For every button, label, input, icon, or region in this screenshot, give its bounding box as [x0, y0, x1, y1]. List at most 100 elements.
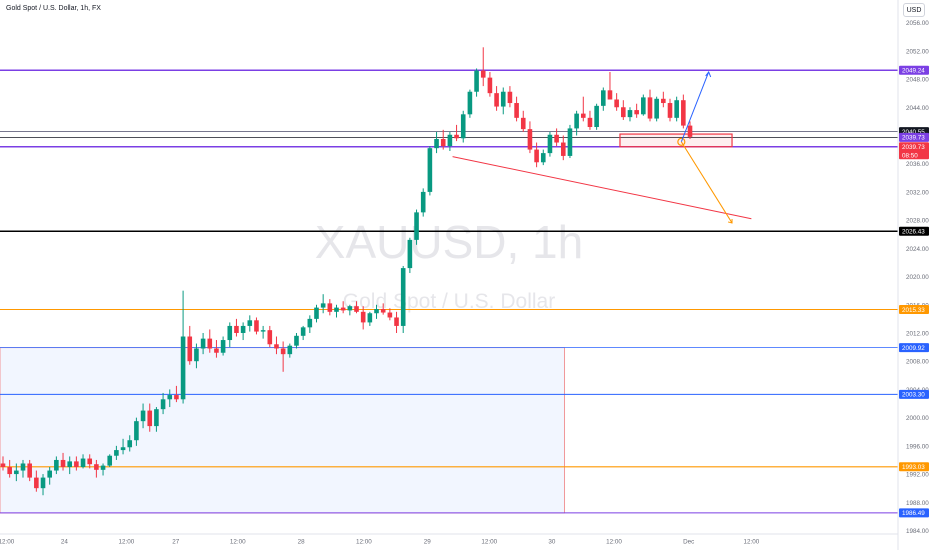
candle — [127, 440, 133, 448]
candle — [540, 153, 546, 163]
candle — [300, 327, 306, 336]
candle — [387, 312, 393, 318]
target-circle[interactable] — [677, 137, 686, 146]
candle — [160, 399, 166, 410]
range-box[interactable] — [0, 347, 566, 514]
price-label-bg — [899, 343, 929, 353]
candle — [294, 335, 299, 346]
candle — [400, 268, 406, 326]
price-label: 2003.30 — [902, 392, 925, 399]
price-label: 2009.92 — [902, 345, 925, 352]
price-label: 1986.49 — [902, 510, 925, 517]
candle — [100, 465, 106, 470]
candle — [340, 307, 346, 311]
price-label: 2039.73 — [902, 144, 925, 151]
trend-line[interactable] — [452, 156, 752, 220]
candle — [187, 336, 193, 362]
candle — [0, 463, 6, 468]
candle — [240, 325, 246, 333]
candle — [134, 421, 139, 441]
candle — [34, 477, 39, 489]
candle — [494, 93, 499, 107]
candle — [14, 470, 19, 475]
candle — [654, 98, 659, 119]
x-tick-label: 28 — [298, 539, 306, 546]
candle — [207, 338, 213, 349]
x-tick-label: 24 — [61, 539, 69, 546]
candle — [487, 77, 493, 94]
candle — [367, 313, 373, 323]
candle — [527, 129, 533, 150]
candle — [214, 348, 219, 353]
up-arrow[interactable] — [680, 71, 710, 143]
x-tick-label: 12:00 — [481, 539, 497, 546]
candle — [200, 338, 206, 349]
x-tick-label: 27 — [172, 539, 180, 546]
x-tick-label: 12:00 — [119, 539, 135, 546]
candle — [154, 409, 159, 427]
candle — [247, 320, 253, 326]
candle — [260, 330, 266, 332]
candle — [147, 410, 153, 427]
price-label-bg — [899, 132, 929, 142]
candle — [554, 134, 559, 143]
candle — [194, 348, 199, 362]
candle — [94, 464, 99, 470]
candle — [681, 100, 686, 126]
candle — [374, 309, 379, 314]
candle — [547, 134, 553, 154]
candle — [280, 348, 286, 355]
y-tick-label: 2048.00 — [906, 77, 929, 84]
y-tick-label: 2056.00 — [906, 20, 929, 27]
x-tick-label: Dec — [683, 539, 694, 546]
candle — [314, 307, 319, 319]
up-arrow-head — [705, 70, 712, 78]
candle — [354, 306, 359, 312]
y-tick-label: 1988.00 — [906, 500, 929, 507]
candle — [607, 90, 613, 100]
candle — [434, 139, 439, 149]
candle — [80, 458, 86, 468]
price-label-bg — [899, 389, 929, 399]
y-tick-label: 2032.00 — [906, 189, 929, 196]
price-label-bg — [899, 508, 929, 518]
x-tick-label: 12:00 — [743, 539, 759, 546]
price-label-bg — [899, 226, 929, 236]
candle — [60, 459, 66, 468]
candle — [460, 114, 466, 139]
candle — [67, 461, 72, 468]
candle — [567, 128, 573, 156]
y-tick-label: 2044.00 — [906, 105, 929, 112]
candle — [107, 455, 113, 466]
price-label: 2026.43 — [902, 228, 925, 235]
candle — [220, 340, 226, 353]
candle — [274, 344, 279, 349]
countdown-label: 08:50 — [902, 152, 918, 159]
candle — [360, 311, 366, 323]
candle — [440, 139, 446, 147]
down-arrow[interactable] — [680, 141, 733, 224]
price-label: 1993.03 — [902, 464, 925, 471]
candle — [427, 148, 433, 192]
x-tick-label: 12:00 — [356, 539, 372, 546]
candle — [180, 336, 186, 400]
x-tick-label: 12:00 — [0, 539, 15, 546]
candle — [667, 103, 673, 118]
candle — [254, 320, 259, 332]
symbol-title[interactable]: Gold Spot / U.S. Dollar, 1h, FX — [6, 5, 101, 12]
candle — [327, 303, 333, 312]
y-tick-label: 1992.00 — [906, 472, 929, 479]
candle — [420, 191, 426, 213]
candle — [414, 212, 419, 240]
zone-rect[interactable] — [619, 133, 733, 148]
candle — [587, 117, 593, 128]
currency-button[interactable]: USD — [903, 3, 925, 17]
y-tick-label: 2028.00 — [906, 218, 929, 225]
candle — [7, 467, 12, 475]
candle — [380, 309, 386, 313]
candle — [641, 97, 646, 115]
candle — [54, 459, 59, 471]
candle — [560, 142, 566, 156]
